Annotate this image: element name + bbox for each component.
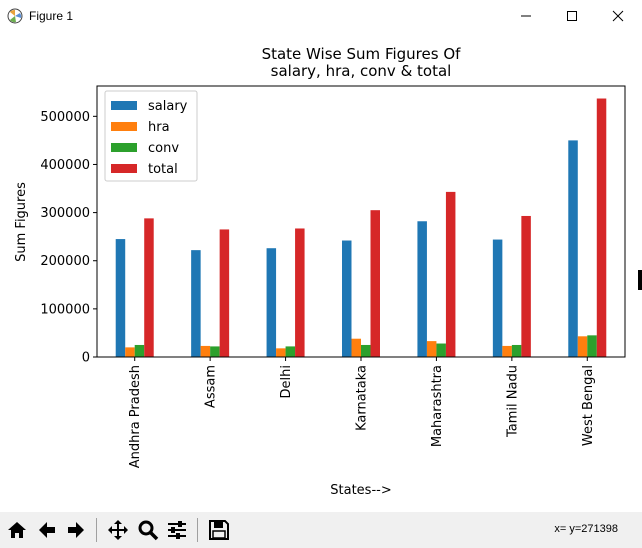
x-tick-label: West Bengal: [581, 365, 596, 446]
x-tick-label: Maharashtra: [430, 365, 445, 447]
back-button[interactable]: [33, 516, 61, 544]
x-tick-label: Tamil Nadu: [505, 365, 520, 438]
minimize-icon: [521, 15, 531, 17]
x-tick-label: Andhra Pradesh: [128, 365, 143, 468]
home-button[interactable]: [3, 516, 31, 544]
pan-button[interactable]: [104, 516, 132, 544]
legend-label-total: total: [148, 162, 178, 177]
legend-label-conv: conv: [148, 141, 179, 156]
toolbar-separator: [96, 518, 97, 542]
legend-swatch-conv: [111, 143, 137, 152]
y-tick-label: 200000: [40, 254, 90, 269]
forward-arrow-icon: [68, 522, 84, 538]
bar-conv: [511, 344, 522, 357]
bar-hra: [426, 341, 437, 357]
plot-area-frame: [96, 85, 626, 358]
minimize-button[interactable]: [503, 0, 549, 32]
bar-total: [295, 228, 305, 357]
bar-salary: [492, 239, 503, 357]
y-tick-label: 400000: [40, 158, 90, 173]
legend-swatch-salary: [111, 101, 137, 110]
window-edge-marker: [638, 270, 642, 290]
bar-conv: [210, 346, 220, 357]
bar-conv: [436, 343, 446, 357]
figure-canvas[interactable]: State Wise Sum Figures Of salary, hra, c…: [0, 32, 642, 512]
x-axis-label: States-->: [330, 483, 391, 498]
legend-box: [104, 90, 198, 182]
x-tick-label: Karnataka: [355, 365, 370, 431]
navigation-toolbar: x= y=271398: [0, 512, 642, 548]
bar-hra: [502, 345, 512, 357]
bar-total: [144, 218, 154, 357]
pan-icon: [108, 520, 128, 540]
bar-conv: [285, 346, 296, 357]
window-title: Figure 1: [29, 9, 74, 23]
bar-salary: [417, 221, 427, 357]
legend: salary hra conv total: [104, 90, 198, 182]
bar-salary: [342, 240, 352, 357]
bar-total: [370, 210, 380, 357]
bar-hra: [200, 345, 211, 357]
bar-conv: [134, 344, 145, 357]
bar-salary: [568, 140, 578, 357]
configure-subplots-button[interactable]: [163, 516, 191, 544]
bar-chart: State Wise Sum Figures Of salary, hra, c…: [14, 45, 626, 498]
bar-conv: [587, 335, 597, 357]
legend-label-salary: salary: [148, 99, 188, 114]
bar-total: [521, 215, 531, 357]
legend-swatch-total: [111, 164, 137, 173]
x-tick-label: Assam: [204, 365, 219, 408]
back-arrow-icon: [39, 522, 55, 538]
bar-total: [596, 98, 607, 357]
zoom-button[interactable]: [134, 516, 162, 544]
bar-total: [219, 229, 230, 357]
save-button[interactable]: [205, 516, 233, 544]
forward-button[interactable]: [62, 516, 90, 544]
y-tick-label: 100000: [40, 302, 90, 317]
configure-subplots-icon: [168, 521, 186, 539]
maximize-button[interactable]: [549, 0, 595, 32]
bar-salary: [115, 239, 126, 357]
home-icon: [8, 522, 26, 538]
bar-hra: [276, 348, 286, 357]
coordinate-readout: x= y=271398: [554, 523, 618, 535]
bar-hra: [577, 336, 588, 357]
bar-total: [445, 191, 456, 357]
matplotlib-logo-icon: [7, 8, 23, 24]
y-tick-label: 500000: [40, 110, 90, 125]
legend-label-hra: hra: [148, 120, 170, 135]
legend-swatch-hra: [111, 122, 137, 131]
bar-hra: [125, 347, 135, 357]
bar-hra: [351, 338, 361, 357]
maximize-icon: [567, 11, 577, 21]
window-titlebar: Figure 1: [0, 0, 642, 32]
toolbar-separator: [197, 518, 198, 542]
zoom-icon: [138, 520, 159, 541]
save-icon: [209, 520, 229, 540]
x-axis: Andhra Pradesh Assam Delhi Karnataka Maharas…: [128, 357, 596, 468]
bar-salary: [191, 250, 201, 357]
close-button[interactable]: [595, 0, 641, 32]
chart-title-line-2: salary, hra, conv & total: [271, 62, 452, 80]
y-axis-label: Sum Figures: [14, 182, 29, 262]
y-axis: 0 100000 200000 300000 400000 500000: [40, 110, 97, 366]
y-tick-label: 0: [82, 351, 90, 366]
bar-conv: [361, 344, 371, 357]
bars-group: [115, 98, 607, 357]
close-icon: [612, 10, 624, 22]
chart-title-line-1: State Wise Sum Figures Of: [262, 45, 462, 63]
y-tick-label: 300000: [40, 206, 90, 221]
x-tick-label: Delhi: [279, 365, 294, 398]
bar-salary: [266, 248, 277, 357]
